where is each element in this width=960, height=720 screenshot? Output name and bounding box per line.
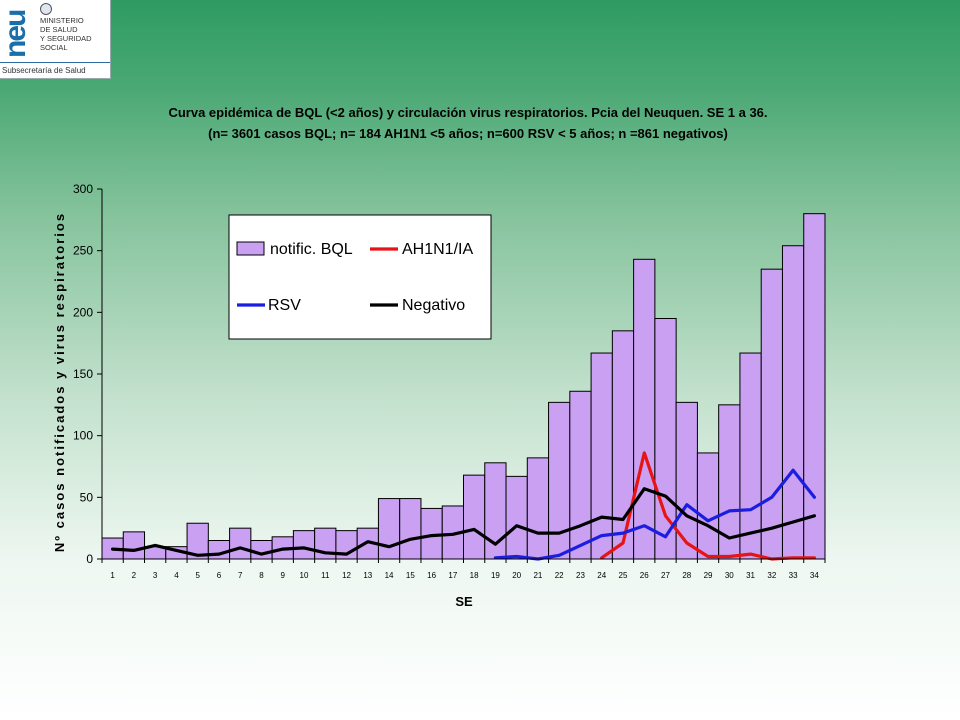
x-tick-label: 7 [238, 571, 243, 580]
bar-se-7 [229, 527, 252, 560]
chart-legend: notific. BQL AH1N1/IA RSV Negativo [228, 214, 492, 340]
bar-se-2 [122, 531, 146, 560]
x-tick-label: 22 [555, 571, 564, 580]
bar-se-24 [590, 352, 613, 560]
logo-line: DE SALUD [40, 25, 78, 34]
x-tick-label: 33 [789, 571, 798, 580]
x-axis-label: SE [455, 594, 473, 609]
bar-se-34 [803, 213, 826, 560]
x-tick-label: 27 [661, 571, 670, 580]
bar-se-18 [463, 474, 486, 560]
x-tick-label: 3 [153, 571, 158, 580]
bar-se-25 [611, 330, 635, 560]
chart-title: Curva epidémica de BQL (<2 años) y circu… [168, 105, 767, 120]
x-tick-label: 20 [512, 571, 521, 580]
x-tick-label: 31 [746, 571, 755, 580]
seal-icon [40, 3, 52, 15]
bar-se-6 [207, 540, 231, 560]
logo-divider [0, 62, 110, 63]
bar-se-33 [781, 245, 805, 560]
legend-label-notific-bql: notific. BQL [270, 241, 353, 258]
x-tick-label: 16 [427, 571, 436, 580]
logo-subtitle: Subsecretaría de Salud [2, 66, 86, 75]
y-tick-label: 0 [86, 552, 93, 566]
y-tick-label: 300 [73, 182, 93, 196]
x-tick-label: 1 [110, 571, 115, 580]
y-tick-label: 250 [73, 244, 93, 258]
bar-se-32 [760, 268, 783, 560]
x-tick-label: 11 [321, 571, 330, 580]
x-tick-label: 19 [491, 571, 500, 580]
x-tick-label: 34 [810, 571, 819, 580]
x-tick-label: 28 [682, 571, 691, 580]
x-tick-label: 15 [406, 571, 415, 580]
x-tick-label: 17 [448, 571, 457, 580]
x-tick-label: 21 [533, 571, 542, 580]
legend-label-ah1n1-ia: AH1N1/IA [402, 241, 473, 258]
x-tick-label: 24 [597, 571, 606, 580]
x-tick-label: 6 [217, 571, 222, 580]
logo-line: SOCIAL [40, 43, 68, 52]
legend-label-rsv: RSV [268, 297, 301, 314]
bar-se-21 [526, 457, 550, 560]
logo-ministry-name: MINISTERIO DE SALUD Y SEGURIDAD SOCIAL [40, 16, 92, 52]
y-tick-label: 50 [80, 490, 94, 504]
x-tick-label: 2 [132, 571, 137, 580]
x-tick-label: 32 [767, 571, 776, 580]
bar-se-14 [377, 498, 401, 560]
bar-se-10 [292, 530, 316, 560]
x-tick-label: 23 [576, 571, 585, 580]
x-tick-label: 4 [174, 571, 179, 580]
bar-series [101, 213, 826, 560]
x-ticks: 1 2 3 4 5 6 7 8 9 10 11 12 13 14 15 16 17 18 19 20 21 22 23 24 2… [101, 559, 826, 580]
bar-se-29 [696, 452, 720, 560]
bar-se-23 [569, 390, 592, 560]
x-tick-label: 30 [725, 571, 734, 580]
x-tick-label: 5 [195, 571, 200, 580]
bar-se-31 [739, 352, 762, 560]
bar-se-20 [505, 475, 528, 560]
logo-line: Y SEGURIDAD [40, 34, 92, 43]
y-ticks: 0 50 100 150 200 250 300 [73, 182, 102, 566]
chart-subtitle: (n= 3601 casos BQL; n= 184 AH1N1 <5 años… [208, 126, 728, 141]
x-tick-label: 14 [385, 571, 394, 580]
line-rsv [493, 468, 817, 561]
legend-box [228, 214, 492, 340]
logo-line: MINISTERIO [40, 16, 84, 25]
x-tick-label: 29 [704, 571, 713, 580]
x-tick-label: 25 [619, 571, 628, 580]
x-tick-label: 9 [281, 571, 286, 580]
bar-se-22 [548, 401, 571, 560]
x-tick-label: 26 [640, 571, 649, 580]
line-negativo [110, 487, 817, 557]
legend-label-negativo: Negativo [402, 297, 465, 314]
x-tick-label: 10 [300, 571, 309, 580]
y-tick-label: 200 [73, 305, 93, 319]
y-tick-label: 100 [73, 429, 93, 443]
ministry-logo: neu MINISTERIO DE SALUD Y SEGURIDAD SOCI… [0, 0, 111, 79]
y-tick-label: 150 [73, 367, 93, 381]
x-tick-label: 18 [470, 571, 479, 580]
bar-se-26 [633, 258, 656, 560]
bar-se-8 [250, 540, 273, 560]
bar-se-15 [399, 498, 422, 560]
legend-swatch-notific-bql [236, 241, 265, 256]
x-tick-label: 12 [342, 571, 351, 580]
x-tick-label: 8 [259, 571, 264, 580]
x-tick-label: 13 [363, 571, 372, 580]
y-axis-label: Nº casos notificados y virus respiratori… [52, 212, 67, 552]
